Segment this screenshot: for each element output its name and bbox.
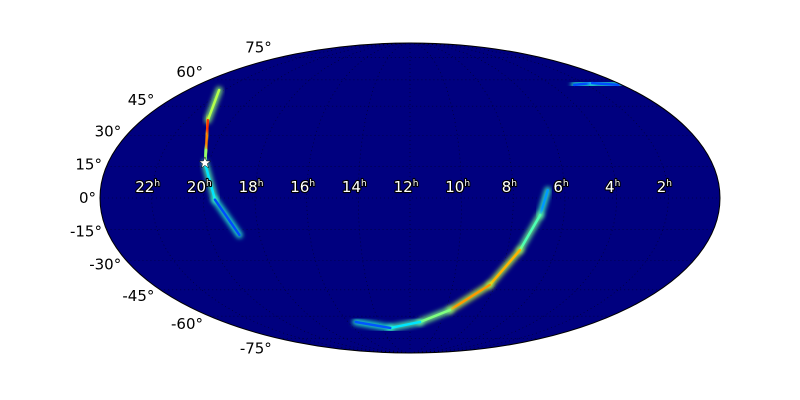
meridian-line (409, 43, 514, 353)
star-marker (198, 156, 212, 169)
meridian-line (409, 43, 669, 353)
probability-segment (448, 283, 492, 312)
ra-tick-label: 12h (394, 178, 419, 196)
probability-segment (418, 308, 452, 324)
dec-tick-label: -75° (240, 339, 272, 357)
ra-tick-label: 8h (502, 178, 517, 196)
ra-tick-labels: 22h 20h 18h 16h 14h 12h 10h 8h 6h 4h 2h (134, 177, 673, 197)
ra-tick-label: 18h (239, 178, 264, 196)
dec-tick-label: 0° (79, 189, 96, 207)
probability-segment (213, 198, 241, 237)
sky-background (100, 43, 720, 353)
meridian-line (357, 43, 411, 353)
probability-segment (203, 161, 217, 201)
dec-tick-label: -15° (70, 223, 102, 241)
star-icon (198, 156, 212, 169)
probability-segment (518, 213, 542, 252)
dec-tick-label: 60° (176, 63, 203, 81)
probability-segment (354, 320, 392, 330)
dec-tick-labels: 75° 60° 45° 30° 15° 0° -15° -30°-45° -60° -75° (70, 39, 272, 358)
ra-tick-label: 20h (187, 178, 212, 196)
probability-segment (590, 81, 620, 87)
ra-tick-label: 22h (135, 178, 160, 196)
grid-lines (100, 43, 720, 353)
dec-tick-label: 30° (95, 122, 122, 140)
ra-tick-label: 2h (657, 178, 672, 196)
probability-arcs (201, 79, 622, 332)
meridian-line (202, 43, 411, 353)
dec-tick-label: -60° (171, 315, 203, 333)
dec-tick-label: 15° (75, 155, 102, 173)
probability-segment (389, 320, 422, 330)
ra-tick-label: 16h (290, 178, 315, 196)
dec-tick-label: -30° (89, 256, 121, 274)
ra-tick-label: 6h (553, 178, 568, 196)
sky-outline (99, 42, 721, 354)
probability-segment (488, 248, 522, 287)
probability-segment (206, 88, 221, 122)
meridian-line (151, 43, 411, 353)
ra-tick-label: 10h (445, 178, 470, 196)
dec-tick-label: 45° (128, 91, 155, 109)
dec-tick-label: 75° (245, 39, 272, 57)
meridian-line (409, 43, 618, 353)
ra-tick-label: 4h (605, 178, 620, 196)
probability-segment (538, 188, 550, 217)
ra-tick-label: 14h (342, 178, 367, 196)
dec-tick-label: -45° (122, 287, 154, 305)
meridian-line (306, 43, 411, 353)
